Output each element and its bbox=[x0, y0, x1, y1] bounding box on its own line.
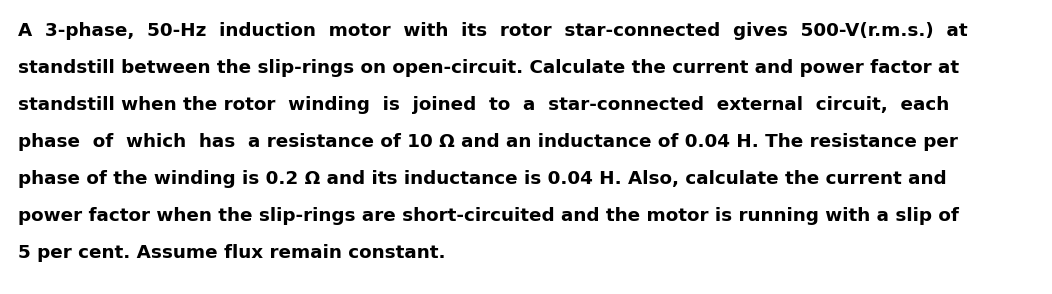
Text: phase of the winding is 0.2 Ω and its inductance is 0.04 H. Also, calculate the : phase of the winding is 0.2 Ω and its in… bbox=[18, 170, 947, 188]
Text: phase  of  which  has  a resistance of 10 Ω and an inductance of 0.04 H. The res: phase of which has a resistance of 10 Ω … bbox=[18, 133, 958, 151]
Text: power factor when the slip-rings are short-circuited and the motor is running wi: power factor when the slip-rings are sho… bbox=[18, 207, 958, 225]
Text: 5 per cent. Assume flux remain constant.: 5 per cent. Assume flux remain constant. bbox=[18, 244, 445, 262]
Text: A  3-phase,  50-Hz  induction  motor  with  its  rotor  star-connected  gives  5: A 3-phase, 50-Hz induction motor with it… bbox=[18, 22, 968, 40]
Text: standstill when the rotor  winding  is  joined  to  a  star-connected  external : standstill when the rotor winding is joi… bbox=[18, 96, 949, 114]
Text: standstill between the slip-rings on open-circuit. Calculate the current and pow: standstill between the slip-rings on ope… bbox=[18, 59, 959, 77]
